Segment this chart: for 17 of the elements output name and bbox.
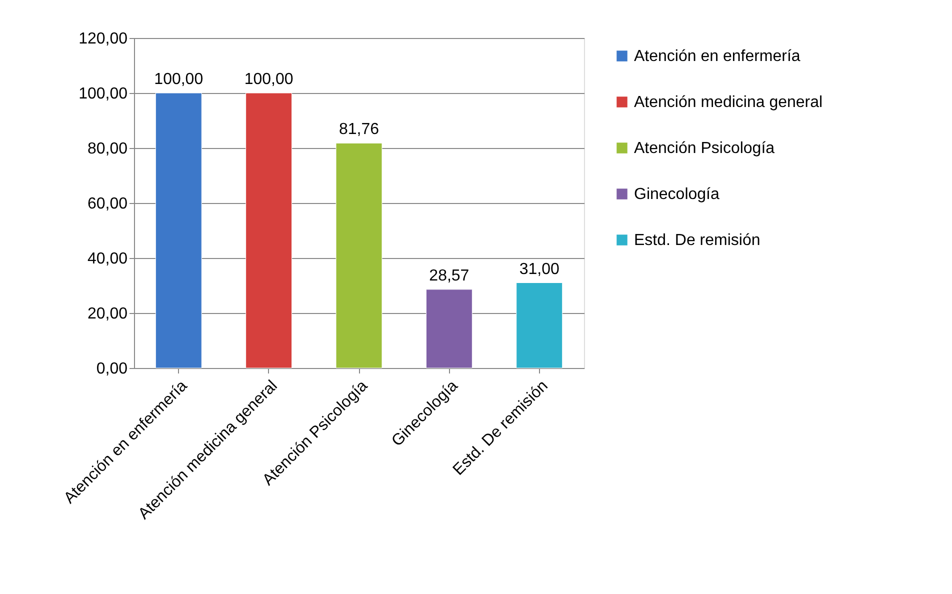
data-label: 100,00 xyxy=(154,71,204,88)
y-tick-label: 0,00 xyxy=(96,360,128,378)
legend-label: Estd. De remisión xyxy=(634,232,760,249)
legend-label: Atención en enfermería xyxy=(634,48,800,65)
y-tick-label: 40,00 xyxy=(87,250,128,268)
legend-label: Atención Psicología xyxy=(634,140,775,157)
data-label: 81,76 xyxy=(338,121,380,138)
y-tick-label: 120,00 xyxy=(78,30,128,48)
y-tick-label: 60,00 xyxy=(87,196,128,212)
legend-label: Atención medicina general xyxy=(634,94,823,111)
legend-label: Ginecología xyxy=(634,186,720,203)
data-label: 100,00 xyxy=(244,71,294,88)
data-label: 31,00 xyxy=(519,260,560,278)
y-tick-label: 100,00 xyxy=(78,86,128,102)
y-tick-label: 80,00 xyxy=(87,140,128,158)
data-label: 28,57 xyxy=(429,267,470,284)
y-tick-label: 20,00 xyxy=(87,306,128,322)
